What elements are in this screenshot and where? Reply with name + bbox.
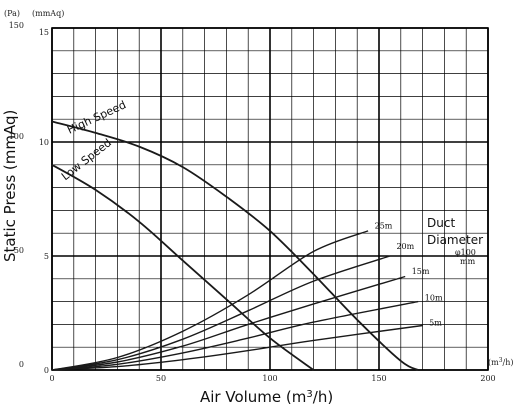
y-tick-label-pa: 50 [14, 246, 24, 255]
duct-curve-line [51, 324, 423, 371]
duct-note-line4: mm [460, 257, 476, 266]
x-axis-title: Air Volume (m3/h) [200, 388, 333, 406]
x-tick-label: 0 [49, 374, 54, 383]
duct-curve-line [51, 275, 406, 371]
duct-curve-label: 5m [429, 319, 442, 328]
duct-curve-label: 25m [375, 222, 393, 231]
duct-note-line3: φ100 [455, 248, 476, 257]
x-tick-label: 100 [262, 374, 277, 383]
y-unit-mmaq: (mmAq) [32, 9, 64, 18]
fan-curve-label: Low Speed [59, 136, 114, 183]
duct-note-line1: Duct [427, 216, 455, 230]
duct-note-line2: Diameter [427, 233, 483, 247]
curves [51, 120, 423, 371]
y-tick-label-mmaq: 5 [44, 252, 49, 261]
y-tick-label-mmaq: 0 [44, 366, 49, 375]
y-tick-label-pa: 100 [9, 132, 24, 141]
plot-frame [51, 27, 489, 371]
y-tick-label-pa: 150 [9, 21, 24, 30]
duct-curve-line [51, 300, 419, 371]
grid [51, 27, 489, 371]
y-axis-title: Static Press (mmAq) [1, 110, 19, 262]
duct-curve-line [51, 230, 369, 371]
fan-curve-line [51, 120, 419, 371]
duct-curve-label: 15m [412, 267, 430, 276]
duct-curve-label: 10m [425, 293, 443, 302]
x-tick-label: 150 [371, 374, 386, 383]
x-unit: (m3/h) [488, 357, 514, 367]
fan-curve-label: High Speed [65, 98, 128, 137]
y-unit-pa: (Pa) [4, 9, 20, 18]
duct-curve-label: 20m [396, 242, 414, 251]
y-tick-label-pa: 0 [19, 360, 24, 369]
y-tick-label-mmaq: 15 [39, 28, 49, 37]
x-tick-label: 50 [156, 374, 166, 383]
x-tick-label: 200 [480, 374, 495, 383]
duct-curve-line [51, 255, 391, 371]
y-tick-label-mmaq: 10 [39, 138, 49, 147]
fan-curve-line [51, 164, 315, 371]
